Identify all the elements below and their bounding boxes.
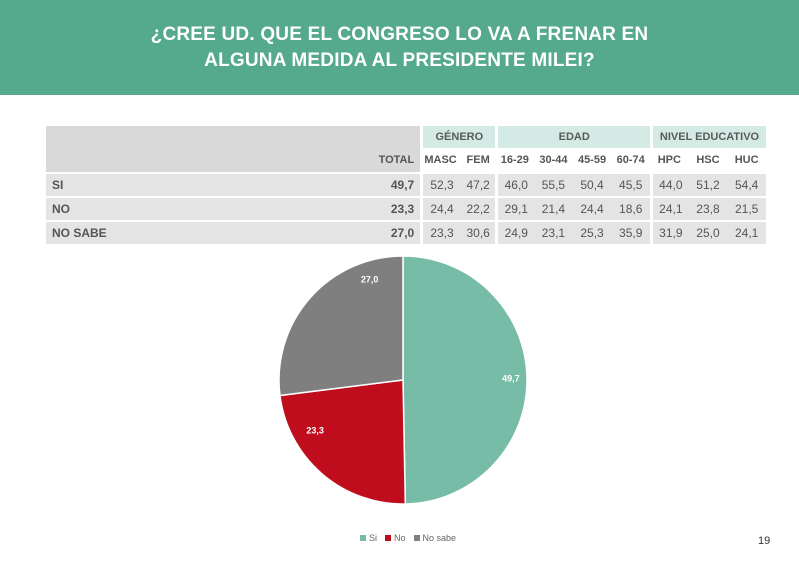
table-row: NO 23,3 24,4 22,2 29,1 21,4 24,4 18,6 24… xyxy=(46,196,766,220)
col-45-59: 45-59 xyxy=(572,148,612,172)
col-16-29: 16-29 xyxy=(495,148,535,172)
row-label: SI xyxy=(46,172,378,196)
cell-total: 49,7 xyxy=(377,172,421,196)
cell-masc: 24,4 xyxy=(420,196,461,220)
cell-30-44: 23,1 xyxy=(534,220,573,244)
cell-masc: 23,3 xyxy=(420,220,461,244)
cell-hsc: 51,2 xyxy=(688,172,728,196)
chart-legend: Si No No sabe xyxy=(360,533,456,543)
column-header-row: TOTAL MASC FEM 16-29 30-44 45-59 60-74 H… xyxy=(46,148,766,172)
results-table: GÉNERO EDAD NIVEL EDUCATIVO TOTAL MASC F… xyxy=(46,126,766,244)
pie-chart: 49,7 23,3 27,0 xyxy=(278,255,528,505)
col-total: TOTAL xyxy=(377,148,421,172)
cell-total: 23,3 xyxy=(377,196,421,220)
title-line-1: ¿CREE UD. QUE EL CONGRESO LO VA A FRENAR… xyxy=(150,23,649,45)
cell-30-44: 55,5 xyxy=(534,172,573,196)
pie-data-label: 23,3 xyxy=(306,426,324,436)
total-group-blank xyxy=(377,126,421,148)
cell-60-74: 35,9 xyxy=(611,220,651,244)
cell-30-44: 21,4 xyxy=(534,196,573,220)
legend-swatch xyxy=(413,535,420,541)
cell-fem: 47,2 xyxy=(460,172,496,196)
cell-hsc: 23,8 xyxy=(688,196,728,220)
table-row: NO SABE 27,0 23,3 30,6 24,9 23,1 25,3 35… xyxy=(46,220,766,244)
legend-label: No xyxy=(394,533,406,543)
cell-huc: 21,5 xyxy=(727,196,766,220)
row-label: NO xyxy=(46,196,378,220)
cell-hpc: 31,9 xyxy=(650,220,689,244)
legend-label: No sabe xyxy=(422,533,457,543)
legend-item: No sabe xyxy=(413,533,457,543)
legend-label: Si xyxy=(369,533,378,543)
pie-slice-si xyxy=(402,255,528,505)
row-label: NO SABE xyxy=(46,220,378,244)
cell-hsc: 25,0 xyxy=(688,220,728,244)
header-blank xyxy=(46,126,378,148)
cell-fem: 22,2 xyxy=(460,196,496,220)
pie-slice-no-sabe xyxy=(278,255,404,397)
col-huc: HUC xyxy=(727,148,766,172)
legend-swatch xyxy=(360,535,366,541)
cell-hpc: 24,1 xyxy=(650,196,689,220)
col-hsc: HSC xyxy=(688,148,728,172)
cell-masc: 52,3 xyxy=(420,172,461,196)
pie-data-label: 27,0 xyxy=(361,274,379,284)
page-number: 19 xyxy=(758,535,771,547)
group-nivel-educativo: NIVEL EDUCATIVO xyxy=(650,126,766,148)
cell-16-29: 29,1 xyxy=(495,196,535,220)
legend-item: No xyxy=(385,533,406,543)
cell-45-59: 50,4 xyxy=(572,172,612,196)
col-30-44: 30-44 xyxy=(534,148,573,172)
cell-huc: 54,4 xyxy=(727,172,766,196)
cell-huc: 24,1 xyxy=(727,220,766,244)
cell-fem: 30,6 xyxy=(460,220,496,244)
legend-swatch xyxy=(385,535,392,541)
cell-16-29: 24,9 xyxy=(495,220,535,244)
cell-60-74: 18,6 xyxy=(611,196,651,220)
table-row: SI 49,7 52,3 47,2 46,0 55,5 50,4 45,5 44… xyxy=(46,172,766,196)
col-masc: MASC xyxy=(420,148,461,172)
col-60-74: 60-74 xyxy=(611,148,651,172)
group-genero: GÉNERO xyxy=(420,126,496,148)
col-hpc: HPC xyxy=(650,148,689,172)
col-fem: FEM xyxy=(460,148,496,172)
cell-hpc: 44,0 xyxy=(650,172,689,196)
legend-item: Si xyxy=(360,533,377,543)
cell-45-59: 24,4 xyxy=(572,196,612,220)
title-line-2: ALGUNA MEDIDA AL PRESIDENTE MILEI? xyxy=(204,49,595,71)
pie-data-label: 49,7 xyxy=(502,373,520,383)
pie-slice-no xyxy=(279,379,407,505)
header-blank-2 xyxy=(46,148,378,172)
group-edad: EDAD xyxy=(495,126,651,148)
title-banner: ¿CREE UD. QUE EL CONGRESO LO VA A FRENAR… xyxy=(0,0,799,95)
cell-total: 27,0 xyxy=(377,220,421,244)
cell-45-59: 25,3 xyxy=(572,220,612,244)
cell-16-29: 46,0 xyxy=(495,172,535,196)
group-header-row: GÉNERO EDAD NIVEL EDUCATIVO xyxy=(46,126,766,148)
cell-60-74: 45,5 xyxy=(611,172,651,196)
